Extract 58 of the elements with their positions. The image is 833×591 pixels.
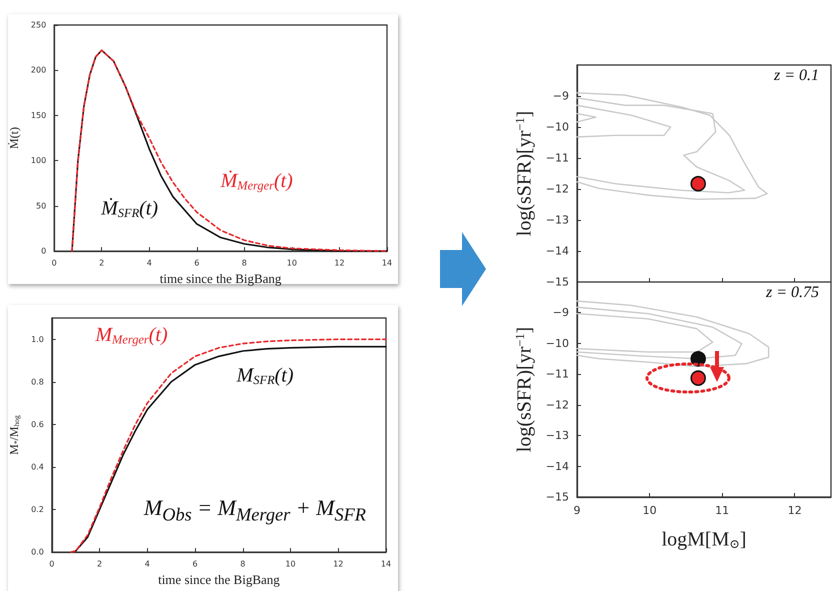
y-tick-label: −11 — [546, 368, 569, 381]
x-tick-label: 12 — [333, 560, 344, 569]
y-tick-label: 100 — [30, 156, 46, 166]
x-tick-label: 0 — [52, 258, 57, 268]
annotation: z = 0.75 — [766, 284, 819, 302]
annotation: z = 0.1 — [774, 67, 819, 85]
x-tick-label: 12 — [788, 504, 802, 517]
y-tick-label: −15 — [546, 276, 569, 288]
line-series — [576, 300, 770, 368]
y-tick-label: −9 — [552, 306, 569, 320]
y-tick-label: 250 — [30, 20, 46, 30]
x-tick-label: 11 — [715, 504, 730, 517]
y-axis-title: log(sSFR)[yr−1] — [513, 110, 536, 236]
x-tick-label: 10 — [642, 504, 657, 517]
x-tick-label: 6 — [194, 258, 200, 268]
x-tick-label: 14 — [380, 560, 392, 569]
x-tick-label: 4 — [144, 560, 150, 569]
x-tick-label: 8 — [242, 258, 247, 268]
y-tick-label: 0.8 — [31, 377, 44, 386]
y-tick-label: −12 — [546, 398, 569, 412]
y-tick-label: −9 — [552, 90, 569, 102]
y-tick-label: −14 — [546, 460, 569, 473]
y-axis-title: log(sSFR)[yr−1] — [513, 326, 536, 452]
x-tick-label: 12 — [334, 258, 345, 268]
y-tick-label: 0.2 — [31, 505, 44, 514]
y-tick-label: 150 — [30, 110, 46, 120]
y-tick-label: −12 — [546, 182, 569, 196]
x-tick-label: 6 — [192, 560, 198, 569]
x-tick-label: 10 — [286, 258, 297, 268]
y-tick-label: −15 — [546, 490, 569, 504]
line-series — [576, 92, 768, 200]
y-tick-label: −13 — [546, 214, 569, 226]
y-tick-label: −10 — [546, 120, 569, 134]
y-tick-label: −13 — [546, 429, 569, 442]
y-tick-label: −11 — [546, 152, 569, 164]
y-tick-label: 1.0 — [31, 334, 44, 344]
y-tick-label: 0.4 — [31, 462, 44, 472]
y-tick-label: 0.0 — [31, 548, 44, 557]
y-tick-label: 200 — [30, 66, 46, 75]
x-tick-label: 0 — [49, 560, 54, 569]
y-tick-label: −10 — [546, 336, 569, 350]
x-tick-label: 10 — [285, 560, 296, 569]
x-tick-label: 4 — [146, 258, 152, 268]
y-tick-label: 50 — [36, 201, 46, 210]
y-tick-label: 0 — [41, 246, 46, 256]
x-tick-label: 2 — [99, 258, 104, 268]
x-axis-title: time since the BigBang — [158, 572, 280, 587]
x-axis-title: logM[M⊙] — [662, 528, 746, 551]
y-tick-label: −14 — [546, 244, 569, 258]
y-axis-title: Ṁ(t) — [7, 127, 21, 150]
annotation: M$_{Obs}$ = M$_{Merger}$ + M$_{SFR}$ — [144, 494, 366, 525]
x-axis-title: time since the BigBang — [160, 271, 282, 286]
line-series — [576, 104, 672, 138]
x-tick-label: 9 — [574, 504, 580, 517]
x-tick-label: 2 — [97, 560, 102, 569]
y-tick-label: 0.6 — [31, 420, 44, 429]
x-tick-label: 14 — [382, 258, 392, 268]
x-tick-label: 8 — [240, 560, 246, 569]
